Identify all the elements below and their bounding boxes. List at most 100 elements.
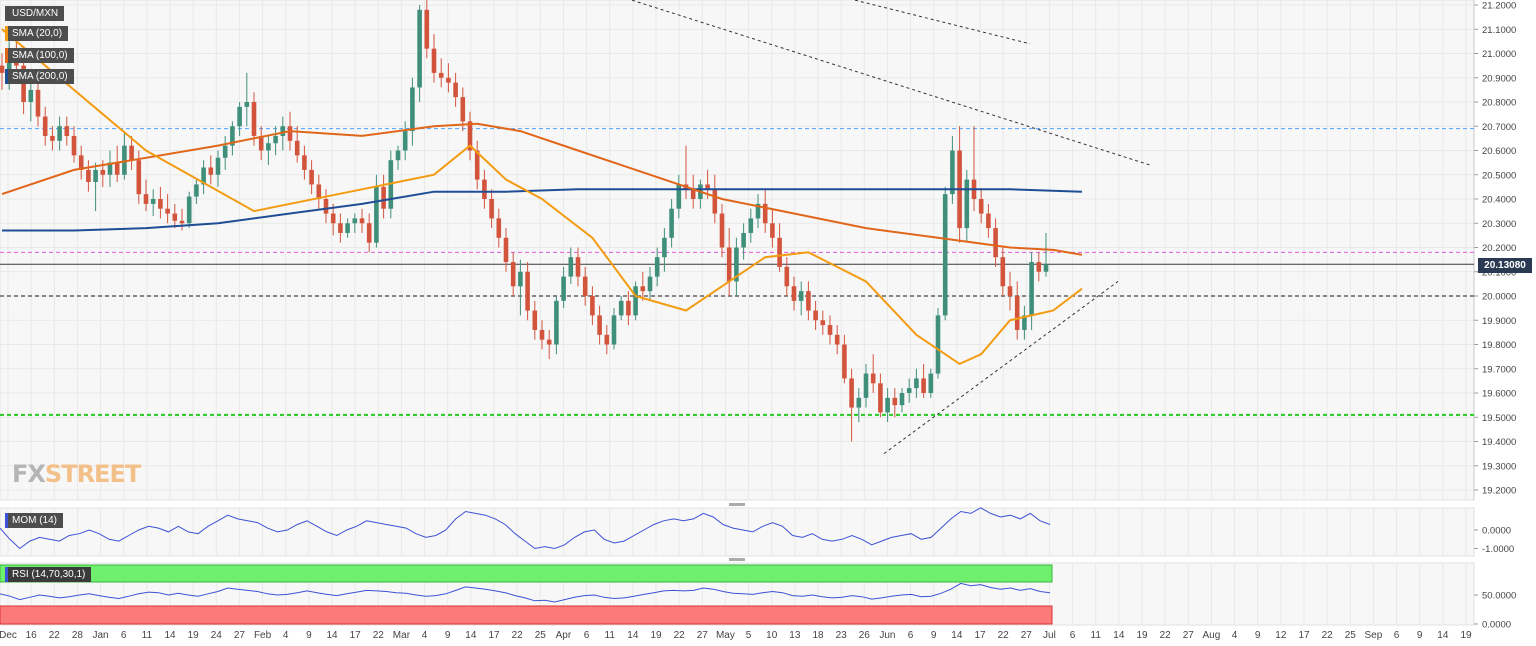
candle-body (806, 291, 811, 311)
x-tick-label: 5 (746, 630, 752, 641)
y-tick-label: -1.0000 (1482, 544, 1514, 555)
candle-body (892, 397, 898, 406)
candle-body (431, 48, 437, 73)
x-tick-label: 14 (326, 630, 338, 641)
y-tick-label: 20.2000 (1482, 243, 1516, 254)
candle-body (266, 143, 271, 151)
candle-body (424, 9, 430, 49)
x-tick-label: Jun (879, 630, 895, 641)
candle-body (287, 126, 293, 141)
candle-body (57, 126, 62, 141)
y-tick-label: 20.3000 (1482, 219, 1516, 230)
x-tick-label: 6 (584, 630, 590, 641)
candle-body (366, 223, 372, 243)
candle-body (258, 135, 264, 151)
candle-body (201, 167, 206, 185)
x-tick-label: 22 (674, 630, 686, 641)
candle-body (741, 232, 746, 248)
y-tick-label: 19.4000 (1482, 437, 1516, 448)
candle-body (330, 213, 336, 224)
x-tick-label: 6 (1394, 630, 1400, 641)
candle-body (654, 257, 660, 277)
candle-body (1022, 315, 1027, 330)
candle-body (1000, 257, 1006, 287)
candle-body (993, 228, 998, 258)
candle-body (813, 310, 818, 321)
candle-body (107, 162, 113, 175)
y-tick-label: 20.0000 (1482, 292, 1516, 303)
x-tick-label: 19 (1460, 630, 1472, 641)
x-tick-label: 14 (1113, 630, 1125, 641)
y-tick-label: 21.2000 (1482, 1, 1516, 12)
y-tick-label: 0.0000 (1482, 620, 1511, 631)
candle-body (986, 213, 991, 229)
x-tick-label: 4 (422, 630, 428, 641)
candle-body (395, 150, 401, 161)
x-tick-label: Sep (1365, 630, 1383, 641)
candle-body (827, 325, 833, 335)
candle-body (690, 189, 696, 199)
rsi-line (0, 582, 1051, 603)
mom-line (0, 507, 1051, 550)
y-tick-label: 50.0000 (1482, 591, 1516, 602)
candle-body (86, 169, 91, 183)
candle-body (554, 300, 559, 345)
x-tick-label: 12 (1275, 630, 1287, 641)
x-tick-label: Dec (0, 630, 17, 641)
candle-body (964, 179, 970, 229)
candle-body (863, 373, 869, 398)
x-tick-label: 25 (535, 630, 547, 641)
candle-body (878, 383, 883, 413)
x-tick-label: 4 (1232, 630, 1238, 641)
x-tick-label: 14 (164, 630, 176, 641)
x-tick-label: 9 (1417, 630, 1423, 641)
y-tick-label: 19.3000 (1482, 461, 1516, 472)
candle-body (345, 223, 350, 233)
x-tick-label: Jan (93, 630, 109, 641)
candle-body (1036, 262, 1042, 272)
x-tick-label: 22 (49, 630, 61, 641)
trendline (854, 0, 1031, 45)
candle-body (856, 397, 862, 408)
candle-body (338, 223, 343, 233)
candle-body (503, 237, 509, 263)
candle-body (50, 135, 55, 141)
candle-body (726, 247, 732, 282)
x-tick-label: 19 (188, 630, 200, 641)
candle-body (899, 393, 905, 406)
candle-body (906, 388, 912, 393)
y-tick-label: 20.4000 (1482, 195, 1516, 206)
y-tick-label: 19.9000 (1482, 316, 1516, 327)
candle-body (446, 77, 451, 83)
candle-body (1014, 296, 1020, 330)
candle-body (647, 276, 653, 292)
candle-body (676, 184, 682, 209)
candle-body (734, 247, 739, 282)
candle-body (215, 157, 221, 175)
fxstreet-logo: FXSTREET (12, 460, 141, 488)
rsi-oversold-band (0, 605, 1053, 625)
y-tick-label: 19.8000 (1482, 340, 1516, 351)
candle-body (172, 213, 178, 221)
candle-body (1007, 286, 1013, 296)
sma20-line (1, 28, 1083, 366)
candle-body (352, 218, 358, 224)
candle-body (935, 315, 941, 374)
x-tick-label: 11 (1091, 630, 1102, 641)
x-tick-label: 27 (234, 630, 246, 641)
candle-body (410, 87, 415, 132)
legend-symbol: USD/MXN (5, 6, 65, 21)
candle-body (705, 184, 710, 190)
sma200-line (2, 188, 1083, 232)
candle-body (820, 320, 826, 326)
candle-body (0, 65, 5, 73)
x-tick-label: 11 (142, 630, 153, 641)
x-tick-label: 17 (350, 630, 362, 641)
x-tick-label: 6 (908, 630, 914, 641)
candle-body (575, 257, 581, 277)
y-tick-label: 19.2000 (1482, 486, 1516, 497)
candle-body (381, 186, 386, 209)
x-tick-label: Aug (1203, 630, 1221, 641)
rsi-overbought-band (0, 564, 1053, 583)
candle-body (496, 218, 502, 238)
